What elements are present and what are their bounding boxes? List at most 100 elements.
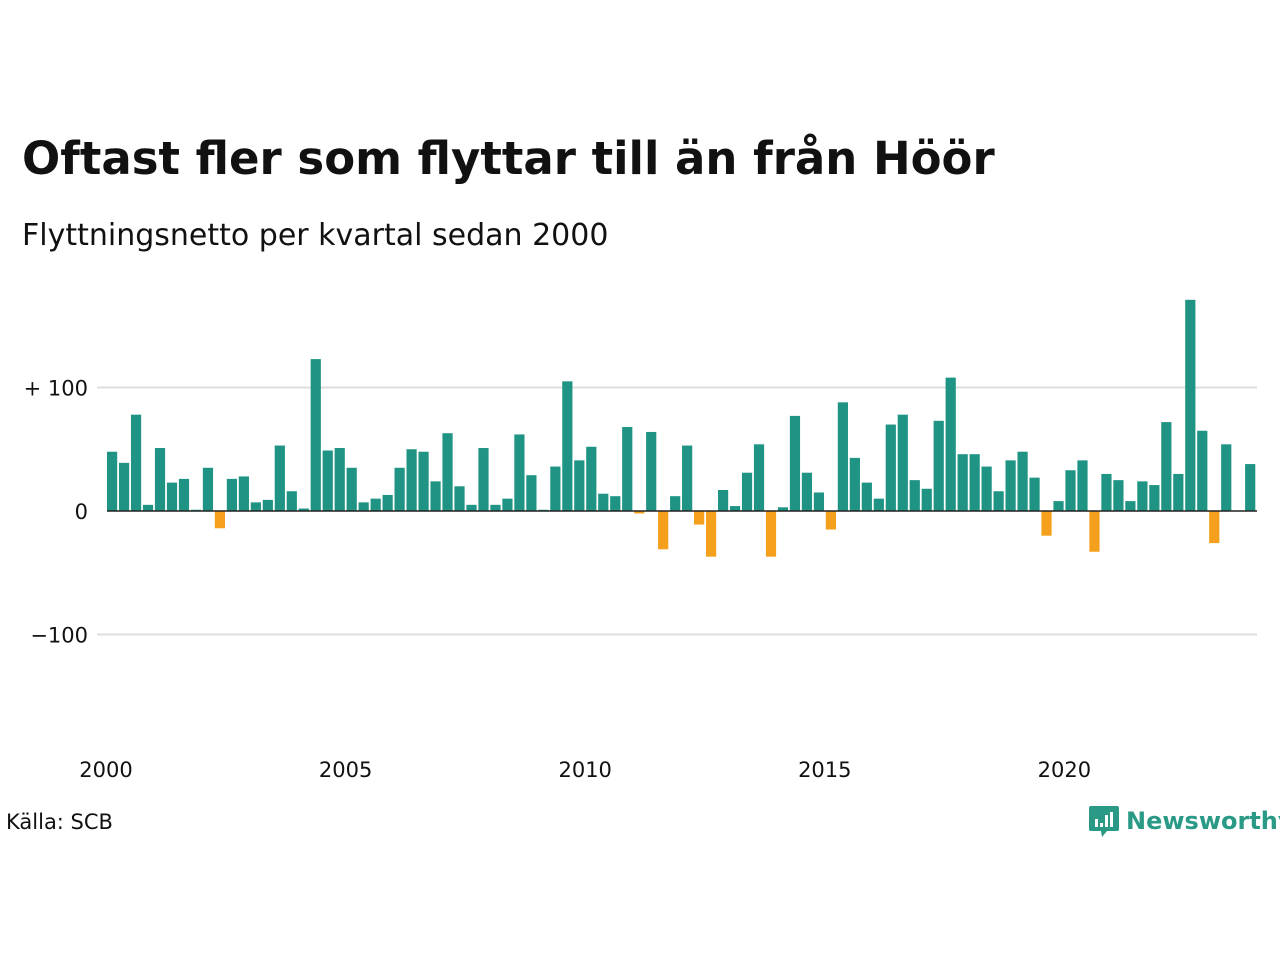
- bar: [202, 467, 214, 511]
- bar: [1209, 511, 1220, 544]
- bar: [921, 488, 932, 511]
- bar: [801, 472, 813, 511]
- bar: [274, 445, 285, 511]
- bar: [849, 457, 860, 511]
- bar: [634, 511, 645, 514]
- bar: [1185, 299, 1196, 511]
- bar: [1041, 511, 1052, 536]
- bar: [1053, 501, 1064, 511]
- bar: [1161, 422, 1172, 511]
- bar: [1173, 473, 1184, 511]
- bar: [993, 491, 1004, 511]
- bar: [777, 507, 789, 511]
- bar: [741, 472, 753, 511]
- bar: [394, 467, 405, 511]
- bar: [382, 494, 393, 511]
- x-tick-label: 2010: [558, 758, 611, 782]
- bar: [454, 486, 465, 511]
- bar: [885, 424, 896, 511]
- bar: [1005, 460, 1016, 511]
- bar-chart: + 100 0 −100 2000 2005 2010 2015 2020: [24, 299, 1257, 782]
- bar: [1137, 481, 1148, 511]
- bar: [706, 511, 717, 557]
- bar: [418, 451, 429, 511]
- bar: [166, 482, 178, 511]
- bar: [442, 433, 453, 511]
- bar: [765, 511, 777, 557]
- bar: [298, 508, 309, 511]
- bar: [1065, 470, 1076, 511]
- bar: [610, 496, 621, 511]
- bar: [1089, 511, 1100, 552]
- bar: [334, 448, 345, 511]
- bar: [142, 504, 154, 511]
- bar: [1101, 473, 1112, 511]
- y-tick-label: −100: [30, 624, 88, 648]
- bar: [729, 506, 741, 511]
- bar: [873, 498, 884, 511]
- bar: [250, 502, 261, 511]
- brand-logo: Newsworthy: [1088, 804, 1280, 838]
- y-tick-label: 0: [75, 500, 88, 524]
- bar: [957, 454, 968, 511]
- bar: [598, 493, 609, 511]
- bar: [717, 490, 729, 511]
- y-tick-label: + 100: [24, 377, 88, 401]
- bar: [1221, 444, 1232, 511]
- bar: [502, 498, 513, 511]
- bar: [310, 359, 321, 511]
- bar: [658, 511, 669, 550]
- bar: [154, 448, 166, 511]
- bar: [550, 466, 561, 511]
- brand-name: Newsworthy: [1126, 807, 1280, 835]
- bar: [861, 482, 872, 511]
- bar: [933, 420, 944, 511]
- bar: [478, 448, 489, 511]
- bar: [622, 427, 633, 511]
- bar: [682, 445, 693, 511]
- bar: [1113, 480, 1124, 511]
- bar: [490, 504, 501, 511]
- page-subtitle: Flyttningsnetto per kvartal sedan 2000: [22, 218, 609, 253]
- bar: [526, 475, 537, 511]
- bar: [1245, 464, 1256, 511]
- bar: [813, 492, 825, 511]
- bar: [178, 478, 190, 511]
- bar: [897, 414, 908, 511]
- newsworthy-chart-bubble-icon: [1089, 806, 1119, 837]
- bar: [406, 449, 417, 511]
- bar: [789, 415, 801, 511]
- bar: [226, 478, 237, 511]
- bar: [1149, 485, 1160, 511]
- bar: [514, 434, 525, 511]
- bar: [1017, 451, 1028, 511]
- bar: [214, 511, 226, 529]
- bar: [981, 466, 992, 511]
- bar: [358, 502, 369, 511]
- bar: [130, 414, 142, 511]
- bar: [646, 431, 657, 511]
- bar: [238, 476, 249, 511]
- x-tick-label: 2015: [798, 758, 851, 782]
- bar: [1125, 501, 1136, 511]
- source-label: Källa: SCB: [6, 810, 113, 834]
- bar: [945, 377, 956, 511]
- bar: [562, 381, 573, 511]
- x-tick-label: 2000: [79, 758, 132, 782]
- bar: [586, 446, 597, 511]
- bar: [118, 462, 130, 511]
- bar: [466, 504, 477, 511]
- bar: [574, 460, 585, 511]
- bar: [107, 451, 118, 511]
- bar: [670, 496, 681, 511]
- bar: [262, 499, 273, 511]
- bar: [370, 498, 381, 511]
- bar: [286, 491, 297, 511]
- page-title: Oftast fler som flyttar till än från Höö…: [22, 132, 995, 185]
- bar: [969, 454, 980, 511]
- bar: [1077, 460, 1088, 511]
- bar: [909, 480, 920, 511]
- bar: [322, 450, 333, 511]
- x-tick-label: 2005: [319, 758, 372, 782]
- bar: [1029, 477, 1040, 511]
